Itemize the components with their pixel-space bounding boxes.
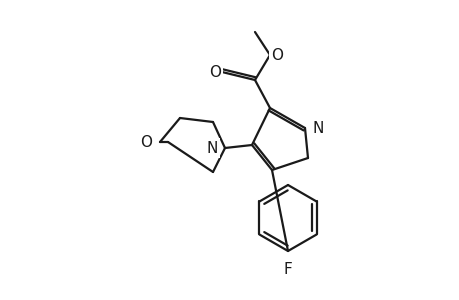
Text: F: F (283, 262, 292, 278)
Text: N: N (312, 121, 324, 136)
Text: N: N (206, 140, 218, 155)
Text: O: O (208, 64, 220, 80)
Text: O: O (270, 47, 282, 62)
Text: O: O (140, 134, 151, 149)
